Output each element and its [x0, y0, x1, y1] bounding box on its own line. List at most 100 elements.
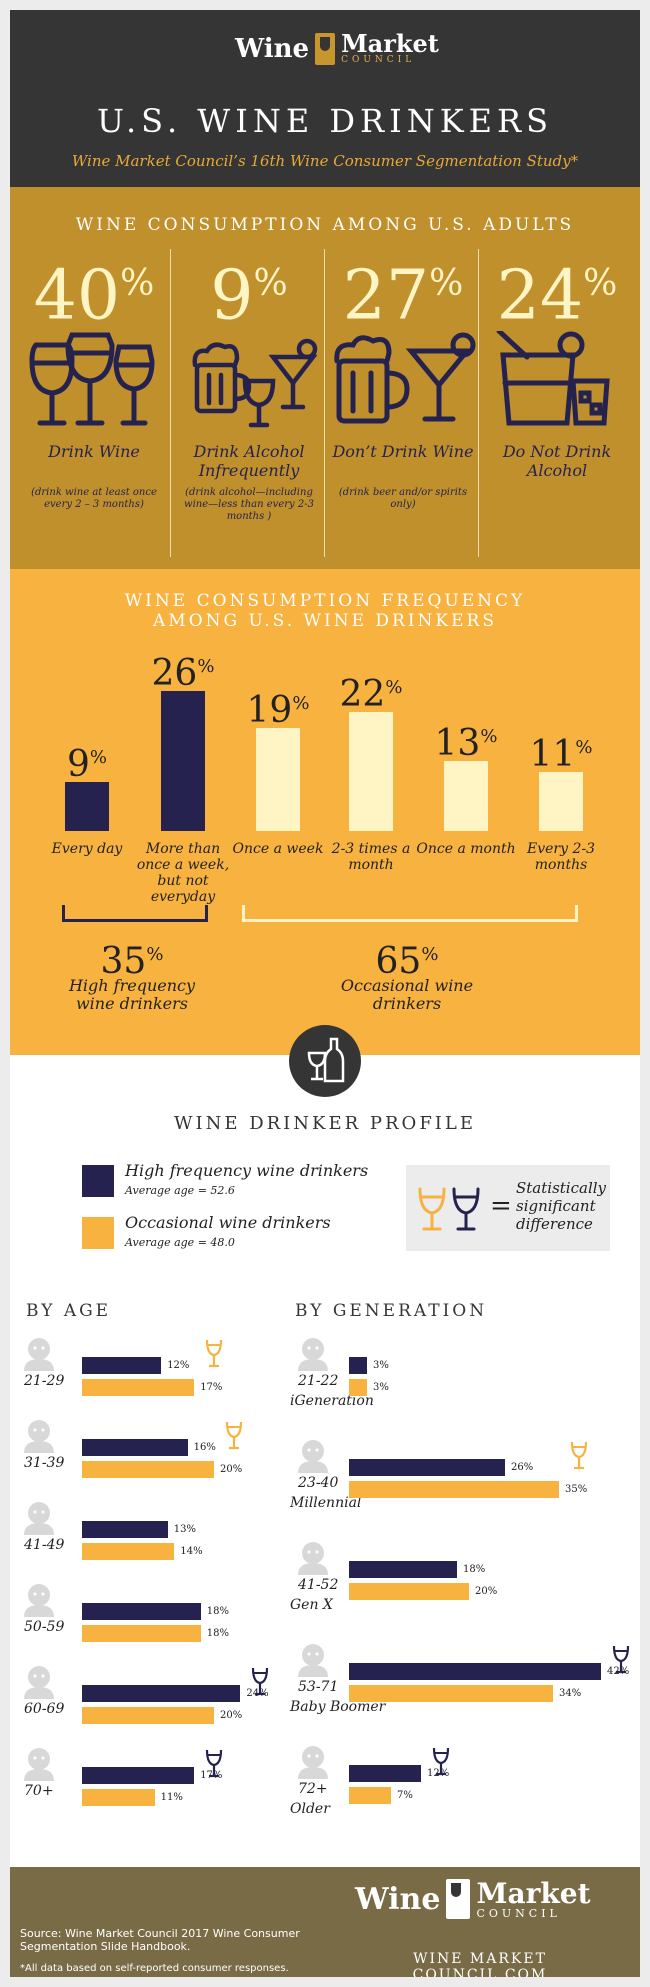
occasional-value: 18% — [206, 1628, 230, 1639]
high-frequency-bar — [82, 1439, 188, 1456]
high-frequency-bar — [82, 1603, 201, 1620]
person-icon — [22, 1335, 56, 1371]
significance-glass-icon — [206, 1339, 223, 1368]
consumption-section: WINE CONSUMPTION AMONG U.S. ADULTS 40% D… — [10, 187, 640, 569]
occasional-value: 17% — [200, 1382, 223, 1393]
generation-label: Gen X — [290, 1597, 333, 1613]
frequency-bar-label: Every day — [51, 841, 123, 857]
page-subtitle: Wine Market Council’s 16th Wine Consumer… — [71, 152, 579, 170]
soft-drinks-icon — [496, 331, 610, 426]
wine-bottle-badge — [289, 1025, 361, 1097]
value-unit: % — [197, 655, 215, 677]
generation-label: Baby Boomer — [290, 1699, 386, 1715]
logo-glass-icon — [315, 32, 336, 65]
value-unit: % — [292, 693, 310, 715]
person-icon — [22, 1417, 56, 1453]
stat-value: 9% — [210, 256, 288, 336]
frequency-bar-label: More than once a week, but not everyday — [136, 841, 230, 905]
footer: Wine Market COUNCIL Source: Wine Market … — [10, 1867, 640, 1977]
value-unit: % — [385, 677, 403, 699]
logo-council-text: COUNCIL — [341, 55, 416, 65]
row-label: 72+ — [298, 1781, 328, 1797]
value-unit: % — [89, 747, 107, 769]
generation-label: Millennial — [290, 1495, 362, 1511]
page-title: U.S. WINE DRINKERS — [96, 102, 554, 140]
person-icon — [22, 1745, 56, 1781]
row-label: 21-22 — [298, 1373, 339, 1389]
legend-swatch-occasional — [82, 1217, 114, 1249]
frequency-bar-value: 13% — [416, 719, 516, 762]
header: Wine Market COUNCIL U.S. WINE DRINKERS W… — [10, 10, 640, 187]
consumption-title: WINE CONSUMPTION AMONG U.S. ADULTS — [75, 215, 575, 235]
frequency-bar — [256, 728, 300, 831]
significance-glasses-icon — [418, 1187, 480, 1231]
frequency-section: WINE CONSUMPTION FREQUENCY AMONG U.S. WI… — [10, 569, 640, 1055]
high-frequency-bar — [82, 1357, 162, 1374]
person-icon — [296, 1335, 330, 1371]
high-frequency-value: 3% — [373, 1360, 389, 1371]
stat-note: (drink alcohol—including wine—less than … — [184, 487, 314, 522]
occasional-value: 11% — [160, 1792, 183, 1803]
footer-logo-wine-text: Wine — [355, 1881, 441, 1917]
occasional-value: 3% — [373, 1382, 389, 1393]
by-age-title: BY AGE — [26, 1301, 112, 1321]
person-icon — [296, 1437, 330, 1473]
disclaimer-text: *All data based on self-reported consume… — [20, 1963, 289, 1974]
frequency-bar-label: 2-3 times a month — [331, 841, 411, 873]
significance-glass-icon — [225, 1421, 243, 1450]
row-label: 60-69 — [24, 1701, 65, 1717]
stat-value: 40% — [33, 256, 155, 336]
occasional-bar — [349, 1583, 469, 1600]
significance-text: Statistically significant difference — [516, 1179, 607, 1233]
value-number: 11 — [529, 733, 576, 775]
wine-glasses-icon — [29, 332, 155, 426]
stat-value: 24% — [496, 256, 618, 336]
website-url[interactable]: WINE MARKET COUNCIL.COM — [412, 1951, 548, 1977]
high-frequency-value: 13% — [173, 1524, 197, 1535]
significance-glass-icon — [432, 1747, 450, 1776]
stat-label: Drink Wine — [48, 442, 140, 461]
legend-sub-occasional: Average age = 48.0 — [125, 1236, 235, 1249]
high-frequency-label: High frequency wine drinkers — [68, 976, 196, 1013]
occasional-value: 20% — [475, 1586, 498, 1597]
footer-logo-council-text: COUNCIL — [476, 1906, 561, 1920]
footer-logo-market-text: Market — [476, 1876, 591, 1910]
high-frequency-pct: 35% — [100, 941, 164, 982]
person-icon — [22, 1663, 56, 1699]
frequency-bar-label: Once a week — [232, 841, 324, 857]
occasional-value: 14% — [180, 1546, 203, 1557]
row-label: 21-29 — [24, 1373, 65, 1389]
generation-label: iGeneration — [290, 1393, 374, 1409]
frequency-bar — [65, 782, 109, 831]
divider — [478, 249, 479, 557]
divider — [170, 249, 171, 557]
generation-label: Older — [290, 1801, 330, 1817]
occasional-bar — [349, 1787, 391, 1804]
significance-key: = Statistically significant difference — [406, 1165, 610, 1251]
infographic: Wine Market COUNCIL U.S. WINE DRINKERS W… — [10, 10, 640, 1977]
stat-drink-infrequently: 9% Drink Alcohol Infrequently (drink alc… — [173, 249, 325, 559]
legend-label-high: High frequency wine drinkers — [125, 1161, 369, 1180]
person-icon — [296, 1743, 330, 1779]
occasional-pct: 65% — [375, 941, 439, 982]
frequency-title-2: AMONG U.S. WINE DRINKERS — [153, 611, 497, 631]
occasional-bar — [82, 1543, 175, 1560]
high-frequency-value: 16% — [193, 1442, 216, 1453]
significance-glass-icon — [570, 1441, 588, 1470]
value-number: 22 — [339, 674, 386, 716]
logo-wine-text: Wine — [235, 33, 310, 64]
frequency-bar-value: 19% — [228, 686, 328, 729]
row-label: 41-49 — [24, 1537, 65, 1553]
source-text: Source: Wine Market Council 2017 Wine Co… — [20, 1927, 300, 1953]
high-frequency-value: 26% — [511, 1462, 534, 1473]
significance-glass-icon — [252, 1667, 269, 1696]
stat-value: 27% — [342, 256, 464, 336]
frequency-bar — [444, 760, 488, 831]
mixed-drinks-icon — [192, 338, 318, 428]
high-frequency-bar — [349, 1765, 421, 1782]
occasional-bar — [349, 1685, 553, 1702]
high-frequency-value: 18% — [206, 1606, 230, 1617]
frequency-bar-value: 9% — [37, 740, 137, 783]
frequency-bar-value: 22% — [321, 670, 421, 713]
row-label: 53-71 — [298, 1679, 339, 1695]
